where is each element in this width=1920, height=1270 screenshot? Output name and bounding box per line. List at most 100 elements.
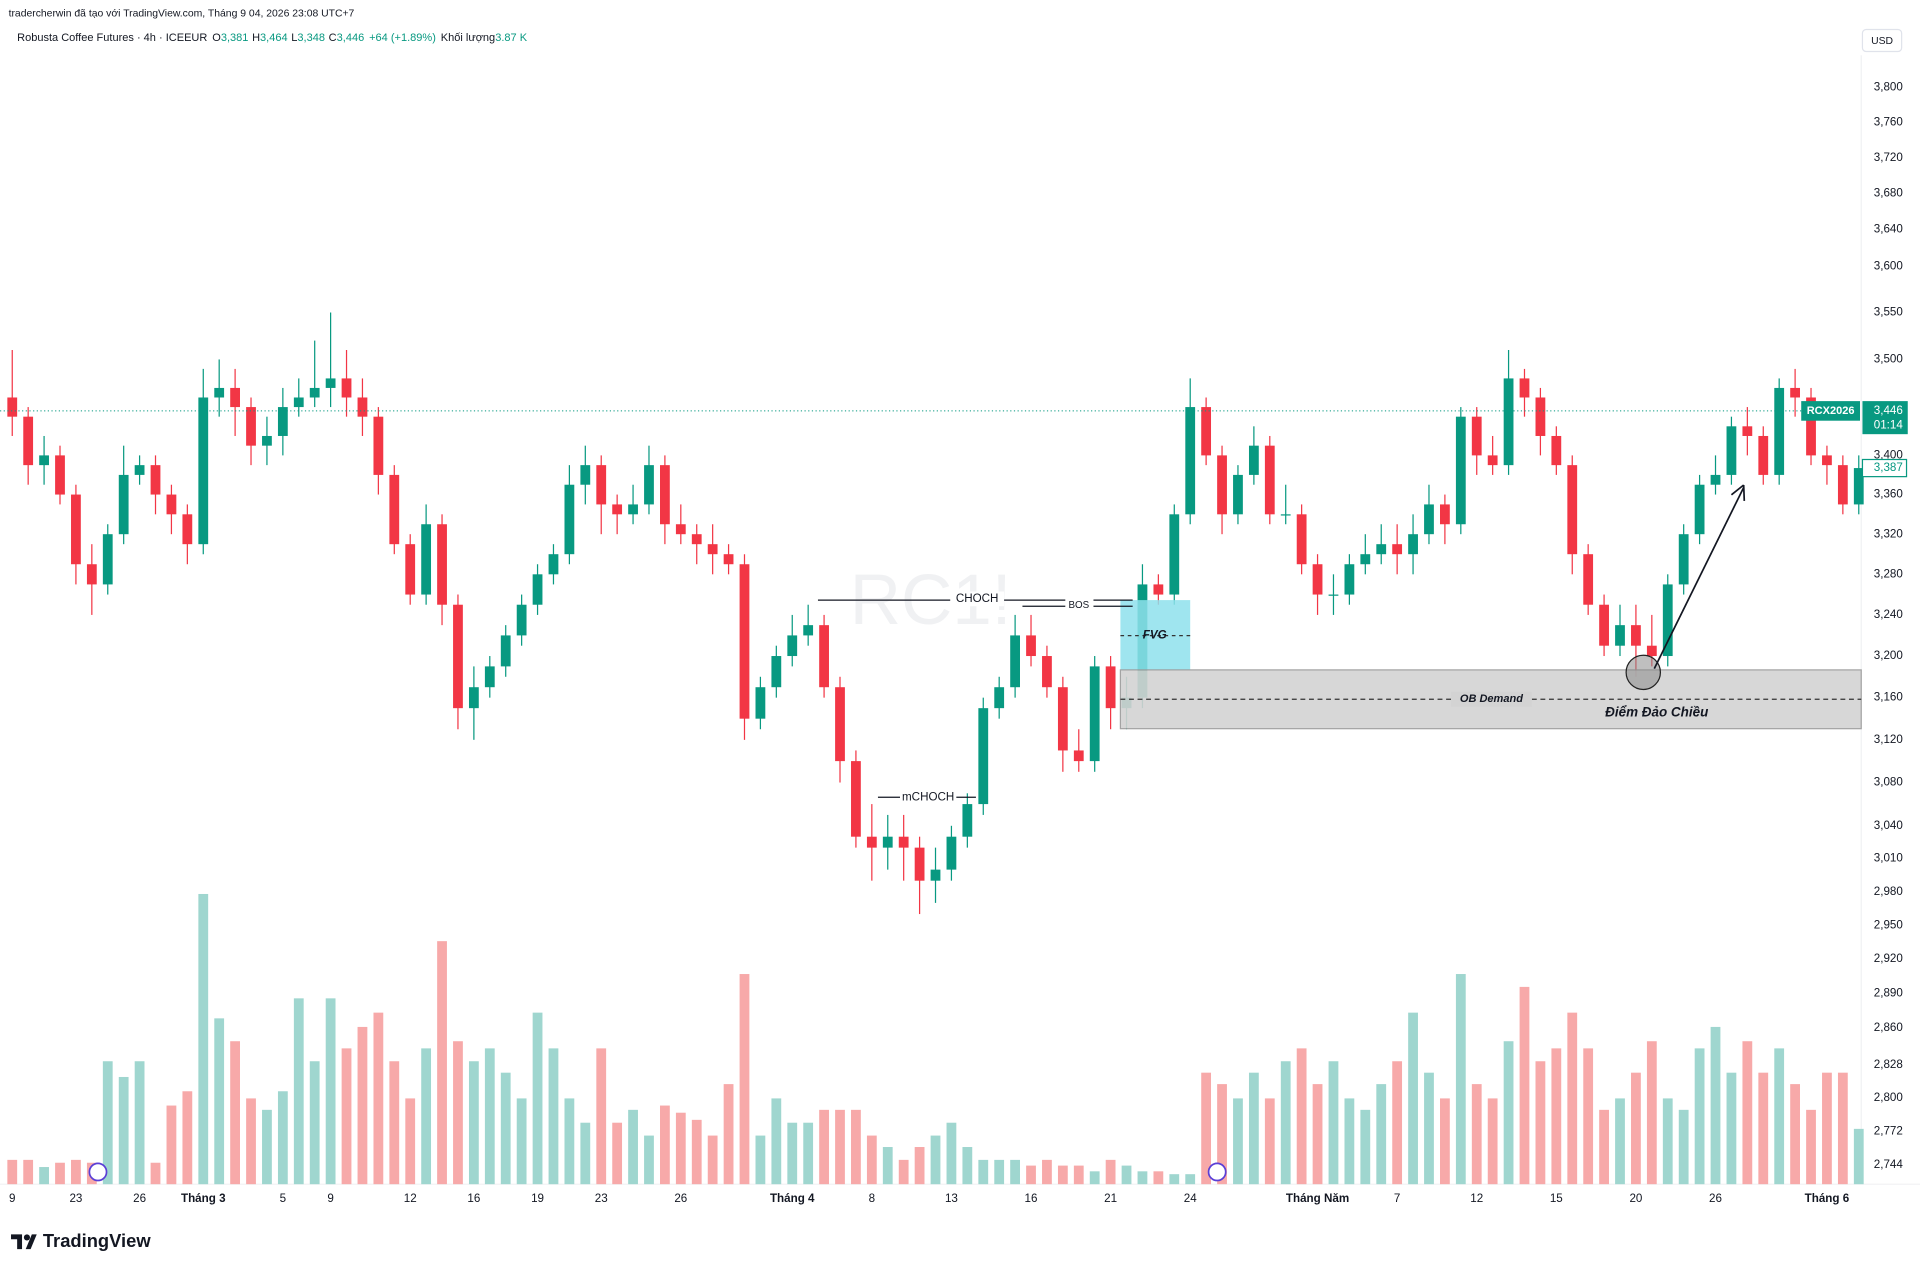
y-tick-label: 2,828 [1874,1058,1903,1071]
candle-body [1599,604,1609,646]
volume-bar [1392,1061,1403,1185]
volume-bar [612,1122,623,1185]
volume-bar [1424,1072,1434,1185]
volume-bar [1758,1072,1769,1185]
reversal-circle [1625,654,1662,691]
volume-bar [1408,1012,1418,1185]
candle-body [150,465,161,495]
y-tick-label: 3,320 [1874,527,1904,540]
candle-body [1710,474,1721,485]
candle-body [930,869,941,881]
y-tick-label: 3,280 [1874,567,1904,580]
volume-bar [1169,1174,1180,1185]
y-tick-label: 3,500 [1874,353,1904,366]
volume-bar [1296,1048,1307,1185]
candle-body [755,687,766,719]
candle-body [516,604,527,636]
candle-body [1440,504,1450,525]
candle-body [851,761,861,837]
candle-body [230,387,240,408]
candle-body [341,378,352,398]
volume-bar [1344,1098,1355,1185]
candle-body [1487,455,1498,466]
legend-volume-label: Khối lượng [441,32,495,44]
y-tick-label: 3,080 [1874,776,1904,789]
volume-bar [962,1147,973,1185]
volume-bar [1567,1012,1578,1185]
volume-bar [851,1109,861,1185]
candle-body [1583,554,1594,605]
volume-bar [1726,1072,1737,1185]
candle-body [1646,645,1657,657]
bos-label-bg [1065,598,1094,613]
volume-bar [293,998,304,1185]
volume-bar [71,1159,81,1185]
candle-body [214,387,225,398]
candle-body [675,524,686,535]
candle-body [1535,397,1546,436]
candle-body [1264,445,1275,515]
volume-bar [1073,1165,1084,1185]
volume-bar [262,1109,272,1185]
candle-body [1233,474,1243,515]
event-icon[interactable] [1207,1162,1227,1182]
symbol-tag-text: RCX2026 [1807,405,1855,417]
y-tick-label: 2,980 [1874,885,1904,898]
x-tick-label: 26 [133,1192,146,1205]
candle-body [787,635,798,657]
event-icon[interactable] [88,1162,108,1182]
candle-body [564,484,575,555]
volume-bar [1694,1048,1705,1185]
y-tick-label: 3,240 [1874,608,1904,621]
candle-body [71,494,81,565]
volume-bar [468,1061,479,1185]
candle-body [946,836,957,870]
volume-bar [1742,1041,1753,1185]
candle-body [1662,584,1673,657]
candle-body [405,544,416,595]
volume-bar [564,1098,575,1185]
choch-label: CHOCH [956,592,999,605]
candle-body [1328,594,1339,596]
volume-bar [516,1098,527,1185]
candle-body [421,524,432,595]
volume-bar [755,1135,766,1185]
volume-bar [1201,1072,1212,1185]
volume-bar [866,1135,877,1185]
volume-bar [1185,1174,1196,1185]
candle-body [1026,635,1036,657]
candle-body [739,564,750,719]
volume-bar [1264,1098,1275,1185]
volume-bar [150,1162,161,1185]
volume-bar [7,1159,18,1185]
volume-bar [325,998,336,1185]
volume-bar [1806,1109,1816,1185]
volume-bar [484,1048,495,1185]
volume-bar [596,1048,607,1185]
legend-label: O [212,32,221,44]
candle-body [1806,397,1816,456]
volume-bar [675,1112,686,1185]
candle-body [835,687,845,762]
volume-bar [1248,1072,1259,1185]
candle-body [1185,407,1196,515]
ob-label: OB Demand [1460,693,1523,705]
volume-bar [1026,1165,1036,1185]
fvg-label: FVG [1143,629,1167,642]
volume-bar [1599,1109,1609,1185]
candle-body [707,544,718,555]
volume-bar [198,893,209,1185]
y-tick-label: 3,760 [1874,115,1904,128]
x-tick-label: Tháng Năm [1286,1192,1349,1205]
candle-body [134,465,145,475]
brand-logo-slash [25,1234,37,1250]
reversal-label: Điểm Đảo Chiều [1605,704,1708,719]
candle-body [1057,687,1068,751]
candle-body [803,625,814,636]
volume-bar [1487,1098,1498,1185]
volume-bar [1790,1084,1800,1185]
x-tick-label: 20 [1629,1192,1642,1205]
volume-bar [1455,974,1466,1185]
x-tick-label: 9 [327,1192,333,1205]
